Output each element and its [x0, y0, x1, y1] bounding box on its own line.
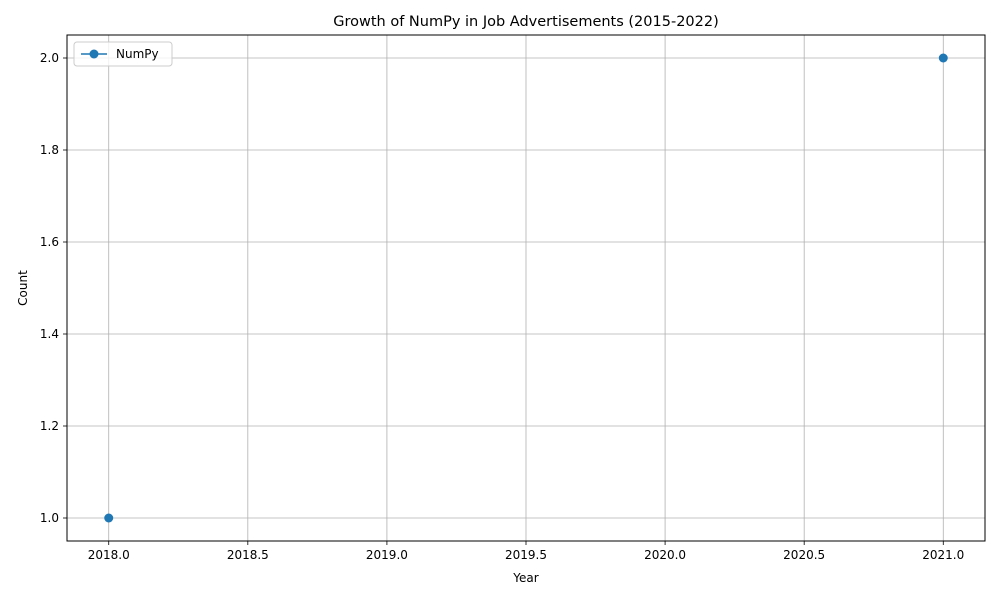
legend: NumPy: [73, 41, 173, 67]
chart-title: Growth of NumPy in Job Advertisements (2…: [333, 14, 719, 30]
grid: [67, 35, 985, 541]
x-tick-label: 2018.5: [227, 548, 269, 562]
x-axis-title: Year: [512, 571, 538, 585]
y-tick-label: 2.0: [40, 51, 59, 65]
x-tick-label: 2020.0: [644, 548, 686, 562]
legend-marker: [89, 49, 99, 59]
y-tick-label: 1.2: [40, 419, 59, 433]
axis-ticks: 2018.0 2018.5 2019.0 2019.5 2020.0 2020.5 2021…: [40, 51, 964, 562]
data-point: [104, 513, 114, 523]
series-layer: [104, 53, 948, 523]
y-tick-label: 1.4: [40, 327, 59, 341]
x-tick-label: 2018.0: [88, 548, 130, 562]
y-tick-label: 1.8: [40, 143, 59, 157]
x-tick-label: 2021.0: [922, 548, 964, 562]
legend-box: [73, 41, 173, 67]
x-tick-label: 2019.5: [505, 548, 547, 562]
x-tick-label: 2019.0: [366, 548, 408, 562]
y-tick-label: 1.0: [40, 511, 59, 525]
y-tick-label: 1.6: [40, 235, 59, 249]
y-axis-title: Count: [16, 270, 30, 306]
legend-label: NumPy: [116, 47, 159, 61]
x-tick-label: 2020.5: [783, 548, 825, 562]
data-point: [938, 53, 948, 63]
